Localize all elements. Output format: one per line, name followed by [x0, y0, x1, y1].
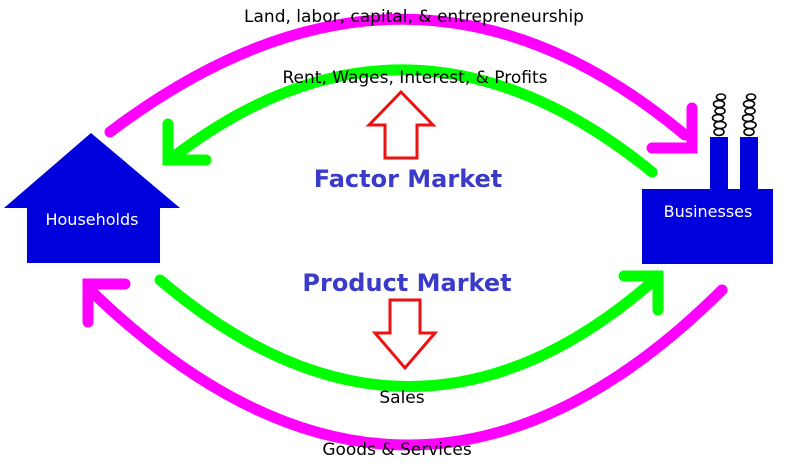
factory-icon [642, 93, 773, 264]
factor-market-label: Factor Market [314, 165, 503, 193]
resources-flow-label: Land, labor, capital, & entrepreneurship [244, 7, 584, 27]
sales-flow-label: Sales [379, 388, 424, 408]
businesses-label: Businesses [664, 202, 753, 221]
households-label: Households [45, 210, 138, 229]
goods-flow-label: Goods & Services [322, 440, 472, 460]
income-flow-arc [166, 64, 658, 178]
income-flow-label: Rent, Wages, Interest, & Profits [283, 68, 548, 88]
house-icon [4, 133, 180, 263]
resources-flow-arrowhead [646, 102, 698, 154]
goods-flow-arc [84, 284, 728, 451]
smoke-icon [711, 93, 757, 137]
down-outline-arrow-icon [371, 298, 439, 371]
income-flow-arrowhead [162, 118, 212, 166]
resources-flow-arc [104, 13, 691, 141]
sales-flow-arc [154, 274, 658, 392]
product-market-label: Product Market [302, 269, 511, 297]
up-outline-arrow-icon [365, 89, 437, 160]
sales-flow-arrowhead [618, 270, 664, 316]
goods-flow-arrowhead [82, 278, 131, 328]
